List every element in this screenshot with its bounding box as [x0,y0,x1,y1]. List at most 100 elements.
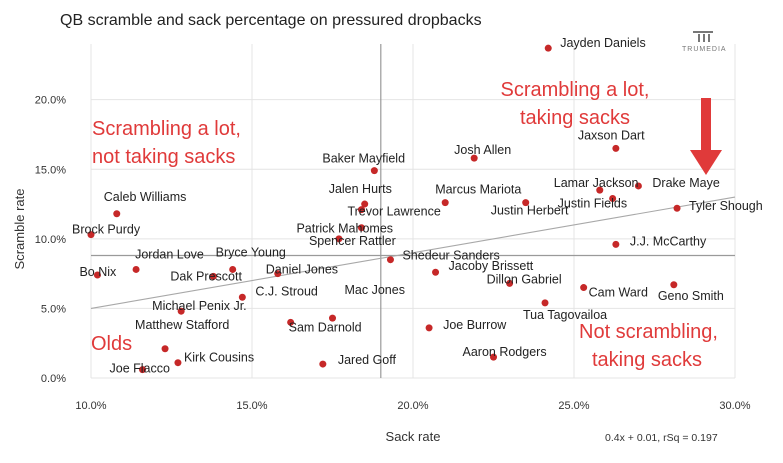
point-label: Daniel Jones [266,263,338,277]
point-label: Cam Ward [589,286,648,300]
point-label: J.J. McCarthy [630,234,707,248]
trendline [90,196,736,309]
point-label: Spencer Rattler [309,234,396,248]
y-tick-label: 5.0% [41,303,66,315]
point-label: Matthew Stafford [135,318,229,332]
data-point [432,268,440,276]
arrow-shaft [701,98,711,150]
data-point [335,235,343,243]
data-point [113,210,121,218]
data-point [177,307,185,315]
point-labels: Jayden Daniels Jaxson Dart Baker Mayfield J… [72,36,763,375]
data-point [596,186,604,194]
data-point [274,270,282,278]
point-label: Tyler Shough [689,199,763,213]
y-tick-label: 10.0% [35,234,66,246]
data-point [670,281,678,289]
point-label: Justin Fields [558,196,627,210]
data-point [580,284,588,292]
data-point [673,204,681,212]
logo-stem [708,34,710,42]
data-point [357,206,365,214]
point-label: Lamar Jackson [554,176,639,190]
x-axis: 10.0% 15.0% 20.0% 25.0% 30.0% [75,400,750,412]
data-point [287,318,295,326]
y-tick-label: 15.0% [35,164,66,176]
x-tick-label: 25.0% [558,400,589,412]
point-label: C.J. Stroud [255,284,318,298]
data-point [329,314,336,322]
point-label: Kirk Cousins [184,351,254,365]
trendline-group [90,196,736,309]
x-tick-label: 20.0% [397,400,428,412]
point-label: Jordan Love [135,247,204,261]
point-label: Jaxson Dart [578,128,645,142]
trendline-label: 0.4x + 0.01, rSq = 0.197 [605,432,718,444]
data-point [238,293,246,301]
x-axis-label: Sack rate [386,429,441,444]
point-label: Joe Burrow [443,318,507,332]
logo-bar [693,31,713,33]
point-label: Baker Mayfield [322,152,405,166]
point-label: Justin Herbert [491,204,569,218]
data-point [229,265,237,273]
point-label: Joe Flacco [110,362,170,376]
point-label: Trevor Lawrence [347,205,440,219]
point-label: Patrick Mahomes [296,222,393,236]
point-label: Tua Tagovailoa [523,308,607,322]
trumedia-logo: TRUMEDIA [682,31,727,53]
data-point [425,324,433,332]
data-point [612,240,620,248]
point-label: Jared Goff [338,353,397,367]
data-point [139,366,147,374]
red-arrow [690,98,722,175]
annotation-text: taking sacks [592,349,702,371]
arrow-head [690,150,722,175]
annotation-text: Not scrambling, [579,321,718,343]
point-label: Jayden Daniels [560,36,645,50]
data-point [441,199,449,207]
logo-stem [698,34,700,42]
point-label: Geno Smith [658,289,724,303]
annotations: Scrambling a lot, not taking sacks Scrambl… [91,79,718,371]
point-label: Dillon Gabriel [487,272,562,286]
annotation-text: Scrambling a lot, [501,79,650,101]
annotation-text: taking sacks [520,107,630,129]
point-label: Jacoby Brissett [449,259,534,273]
logo-text: TRUMEDIA [682,46,727,53]
point-label: Bryce Young [216,245,286,259]
point-label: Josh Allen [454,143,511,157]
point-label: Shedeur Sanders [402,249,499,263]
data-point [93,271,101,279]
point-label: Drake Maye [652,176,719,190]
data-point [470,154,478,162]
point-label: Bo Nix [79,265,117,279]
x-tick-label: 30.0% [719,400,750,412]
data-point [609,194,617,202]
chart-title: QB scramble and sack percentage on press… [60,12,482,29]
point-label: Aaron Rodgers [463,345,547,359]
point-label: Jalen Hurts [329,182,392,196]
point-label: Dak Prescott [170,269,242,283]
data-point [541,299,549,307]
point-label: Sam Darnold [289,320,362,334]
data-point [612,144,620,152]
point-label: Brock Purdy [72,223,141,237]
data-point [174,359,182,367]
data-point [357,224,365,232]
point-label: Mac Jones [345,283,405,297]
y-tick-label: 20.0% [35,95,66,107]
data-point [319,360,327,368]
data-point [544,44,552,52]
data-point [87,231,95,239]
data-point [209,272,217,280]
data-point [161,345,169,353]
point-label: Michael Penix Jr. [152,299,246,313]
y-axis: 0.0% 5.0% 10.0% 15.0% 20.0% [35,95,66,385]
annotation-text: Scrambling a lot, [92,118,241,140]
y-axis-label: Scramble rate [12,189,27,270]
y-tick-label: 0.0% [41,373,66,385]
point-label: Marcus Mariota [435,183,521,197]
data-point [370,167,378,175]
